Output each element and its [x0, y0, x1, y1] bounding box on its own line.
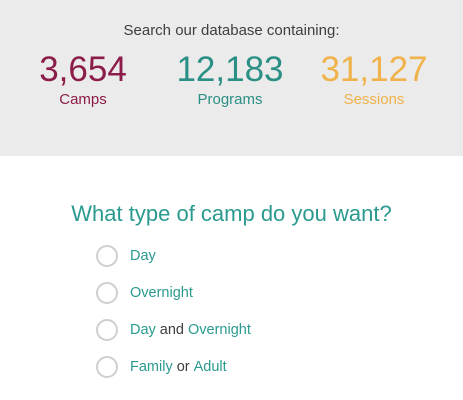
option-adult-part[interactable]: Adult [193, 359, 227, 375]
option-family-or-adult[interactable]: Family or Adult [96, 355, 227, 379]
option-day-label[interactable]: Day [130, 248, 156, 264]
option-family-part[interactable]: Family [130, 359, 173, 375]
stat-programs-label: Programs [197, 91, 263, 108]
option-day[interactable]: Day [96, 244, 156, 268]
stat-sessions: 31,127 Sessions [318, 50, 430, 109]
stat-sessions-label: Sessions [343, 91, 405, 108]
radio-button[interactable] [96, 319, 118, 341]
radio-button[interactable] [96, 245, 118, 267]
stat-programs-number: 12,183 [176, 50, 284, 89]
stat-programs: 12,183 Programs [174, 50, 286, 109]
stat-camps-number: 3,654 [39, 50, 127, 89]
option-conjunction: and [159, 322, 184, 338]
stats-panel: Search our database containing: 3,654 Ca… [0, 0, 463, 156]
option-overnight-part[interactable]: Overnight [188, 322, 251, 338]
stat-sessions-number: 31,127 [320, 50, 428, 89]
stat-camps-label: Camps [59, 91, 107, 108]
option-overnight-label[interactable]: Overnight [130, 285, 193, 301]
stats-intro: Search our database containing: [123, 22, 340, 39]
option-conjunction: or [176, 359, 190, 375]
option-day-part[interactable]: Day [130, 322, 156, 338]
radio-button[interactable] [96, 356, 118, 378]
option-overnight[interactable]: Overnight [96, 281, 193, 305]
stat-camps: 3,654 Camps [37, 50, 129, 109]
option-day-and-overnight[interactable]: Day and Overnight [96, 318, 251, 342]
radio-button[interactable] [96, 282, 118, 304]
camp-type-question: What type of camp do you want? [71, 201, 392, 226]
